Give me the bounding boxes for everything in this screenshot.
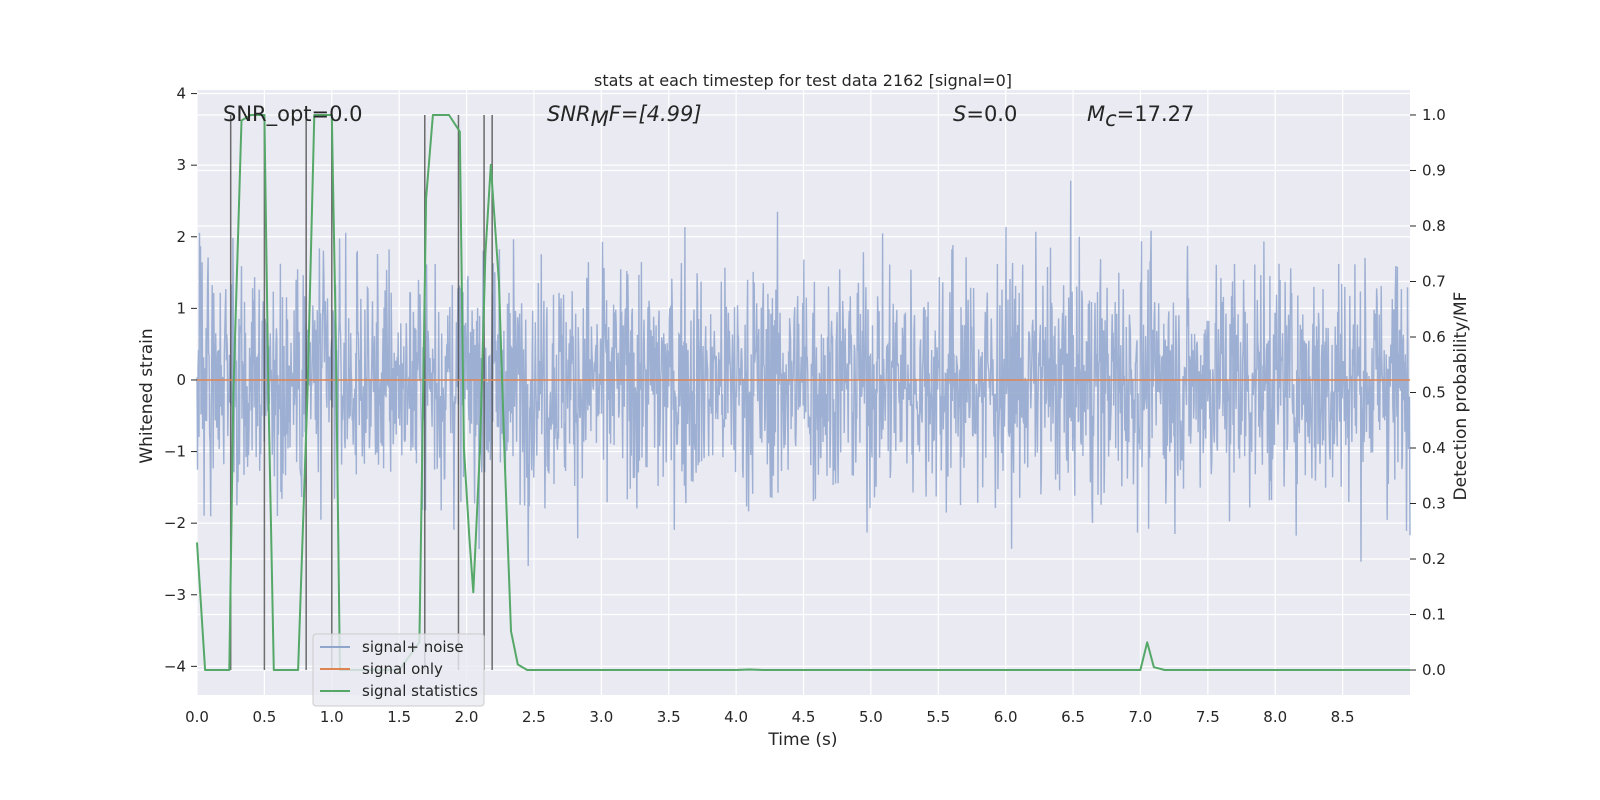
mc-value: =17.27: [1117, 102, 1195, 126]
y-tick-label-left: 2: [176, 228, 186, 246]
y-tick-label-right: 0.1: [1422, 606, 1446, 624]
y-tick-label-right: 0.6: [1422, 328, 1446, 346]
series-lines: [196, 114, 1410, 671]
x-axis-label: Time (s): [767, 730, 837, 750]
legend-label-signal-only: signal only: [362, 660, 443, 678]
y-tick-label-left: 1: [176, 299, 186, 317]
x-tick-label: 0.5: [252, 708, 276, 726]
series-signal-noise: [196, 180, 1411, 567]
y-tick-label-left: 4: [176, 85, 186, 103]
snr-mf-subscript: M: [591, 107, 609, 131]
y-tick-label-right: 0.9: [1422, 161, 1446, 179]
mc-subscript: c: [1105, 107, 1117, 131]
mc-var: M: [1087, 102, 1105, 126]
x-tick-label: 8.0: [1263, 708, 1287, 726]
signal-noise-line: [196, 180, 1411, 567]
y-tick-label-right: 0.3: [1422, 495, 1446, 513]
x-tick-label: 6.5: [1061, 708, 1085, 726]
annotation-s: S=0.0: [953, 102, 1017, 126]
s-var: S: [953, 102, 966, 126]
x-tick-label: 5.0: [859, 708, 883, 726]
x-tick-label: 1.0: [320, 708, 344, 726]
annotation-snr-opt: SNR_opt=0.0: [223, 102, 363, 127]
annotation-mc: Mc=17.27: [1087, 102, 1194, 131]
y-tick-label-right: 0.0: [1422, 661, 1446, 679]
chart-title: stats at each timestep for test data 216…: [594, 71, 1012, 90]
x-tick-label: 6.0: [994, 708, 1018, 726]
y-tick-label-left: 3: [176, 156, 186, 174]
y-axis-label-left: Whitened strain: [137, 328, 157, 463]
y-tick-label-left: −4: [164, 657, 186, 675]
y-tick-label-left: −2: [164, 514, 186, 532]
detection-markers: [229, 114, 493, 671]
y-tick-label-right: 0.4: [1422, 439, 1446, 457]
y-tick-label-left: −3: [164, 586, 186, 604]
y-tick-label-right: 0.7: [1422, 272, 1446, 290]
x-tick-label: 7.0: [1129, 708, 1153, 726]
y-axis-label-right: Detection probability/MF: [1451, 292, 1471, 501]
y-tick-label-right: 0.2: [1422, 550, 1446, 568]
y-tick-label-right: 0.5: [1422, 384, 1446, 402]
x-tick-label: 1.5: [387, 708, 411, 726]
x-tick-label: 8.5: [1331, 708, 1355, 726]
snr-mf-var: SNR: [547, 102, 591, 126]
tick-labels: 0.0 0.5 1.0 1.5 2.0 2.5 3.0 3.5 4.0 4.5 5.0 5.5 6.0 6…: [164, 85, 1446, 726]
annotation-snr-mf: SNRMF=[4.99]: [547, 102, 702, 131]
s-value: =0.0: [966, 102, 1017, 126]
legend-box: [312, 633, 485, 707]
y-tick-label-right: 0.8: [1422, 217, 1446, 235]
x-tick-label: 5.5: [926, 708, 950, 726]
legend: signal+ noise signal only signal statist…: [312, 633, 485, 707]
x-tick-label: 4.0: [724, 708, 748, 726]
x-tick-label: 2.5: [522, 708, 546, 726]
x-tick-label: 4.5: [792, 708, 816, 726]
y-tick-label-right: 1.0: [1422, 106, 1446, 124]
legend-label-signal-statistics: signal statistics: [362, 682, 478, 700]
x-tick-label: 7.5: [1196, 708, 1220, 726]
x-tick-label: 2.0: [455, 708, 479, 726]
x-tick-label: 3.0: [589, 708, 613, 726]
y-tick-label-left: −1: [164, 443, 186, 461]
signal-statistics-line: [196, 114, 1410, 671]
x-tick-label: 3.5: [657, 708, 681, 726]
legend-label-signal-noise: signal+ noise: [362, 638, 464, 656]
x-tick-label: 0.0: [185, 708, 209, 726]
snr-mf-value: F=[4.99]: [609, 102, 702, 126]
y-tick-label-left: 0: [176, 371, 186, 389]
